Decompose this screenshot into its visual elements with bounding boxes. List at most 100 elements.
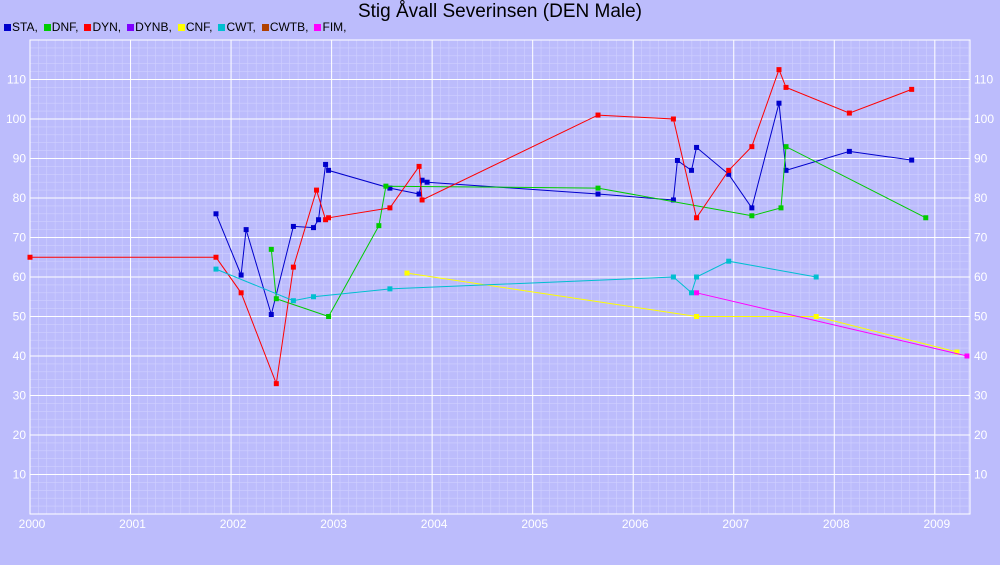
x-tick-label: 2007 [722,517,749,531]
series-layer [27,67,970,387]
legend-swatch [84,24,92,31]
data-point [311,225,317,231]
legend-label: CNF, [185,20,213,34]
y-tick-label-right: 80 [974,191,988,205]
data-point [238,290,244,296]
data-point [726,167,732,173]
data-point [726,258,732,264]
data-point [268,246,274,252]
legend-swatch [43,24,51,31]
data-point [290,223,296,229]
data-point [595,112,601,118]
data-point [238,272,244,278]
legend-label: DNF, [51,20,79,34]
data-point [416,191,422,197]
legend-label: CWT, [226,20,256,34]
data-point [326,314,332,319]
data-point [595,191,601,197]
y-tick-label: 100 [6,112,26,126]
data-point [404,270,410,276]
data-point [923,215,929,221]
y-tick-label: 110 [7,73,26,87]
data-point [670,274,676,280]
legend-swatch [4,24,11,31]
data-point [909,86,915,92]
data-point [323,161,329,167]
data-point [595,185,601,191]
data-point [846,148,852,154]
data-point [954,349,960,355]
data-point [964,353,970,359]
y-tick-label-right: 30 [974,389,988,403]
data-point [213,211,219,217]
series-0 [213,100,915,318]
data-point [268,312,274,318]
y-tick-label: 90 [13,152,27,166]
data-point [749,205,755,211]
y-tick-label-right: 110 [974,73,993,87]
data-point [813,314,819,319]
data-point [749,144,755,150]
y-tick-label: 10 [13,468,27,482]
data-point [674,157,680,163]
series-1 [268,144,929,319]
x-tick-label: 2004 [421,517,448,531]
data-point [670,197,676,203]
grid [29,39,971,515]
y-tick-label-right: 100 [974,112,994,126]
legend-swatch [127,24,135,31]
legend-item-4: CNF, [177,20,213,34]
legend-item-1: DNF, [43,20,79,34]
chart-title: Stig Åvall Severinsen (DEN Male) [357,1,643,22]
y-tick-label: 40 [13,349,27,363]
series-2 [27,67,915,387]
x-tick-label: 2000 [19,517,46,531]
legend-label: STA, [12,20,38,34]
x-tick-label: 2006 [622,517,649,531]
series-line [30,68,912,386]
data-point [387,286,393,292]
x-tick-label: 2005 [521,517,548,531]
data-point [416,163,422,169]
data-point [813,274,819,280]
legend-item-5: CWT, [218,20,256,34]
legend-label: DYN, [92,20,122,34]
y-tick-label-right: 40 [974,349,988,363]
y-tick-labels-right: 10 20 30 40 50 60 70 80 90 100 110 [974,73,994,482]
data-point [243,227,249,233]
series-line [406,272,958,353]
data-point [846,110,852,116]
y-tick-label-right: 70 [974,231,988,245]
y-tick-label: 80 [13,191,27,205]
data-point [694,314,700,319]
y-tick-label: 20 [13,428,27,442]
data-point [376,223,382,229]
y-tick-labels-left: 10 20 30 40 50 60 70 80 90 100 110 [6,73,26,482]
data-point [311,294,317,300]
y-tick-label: 60 [13,270,27,284]
series-7 [694,290,970,359]
data-point [783,84,789,90]
series-4 [404,270,960,355]
data-point [323,217,329,223]
legend-item-6: CWTB, [261,20,308,34]
x-tick-label: 2002 [220,517,247,531]
data-point [27,254,33,260]
data-point [689,290,695,296]
data-point [387,185,393,191]
series-line [215,103,912,317]
y-tick-label-right: 60 [974,270,988,284]
x-tick-label: 2003 [320,517,347,531]
data-point [694,215,700,221]
plot-frame [29,39,971,515]
data-point [387,205,393,211]
y-tick-label-right: 10 [974,468,988,482]
data-point [694,274,700,280]
data-point [316,217,322,223]
data-point [776,100,782,106]
data-point [776,67,782,73]
y-tick-label-right: 20 [974,428,988,442]
legend-swatch [314,24,322,31]
data-point [273,381,279,387]
